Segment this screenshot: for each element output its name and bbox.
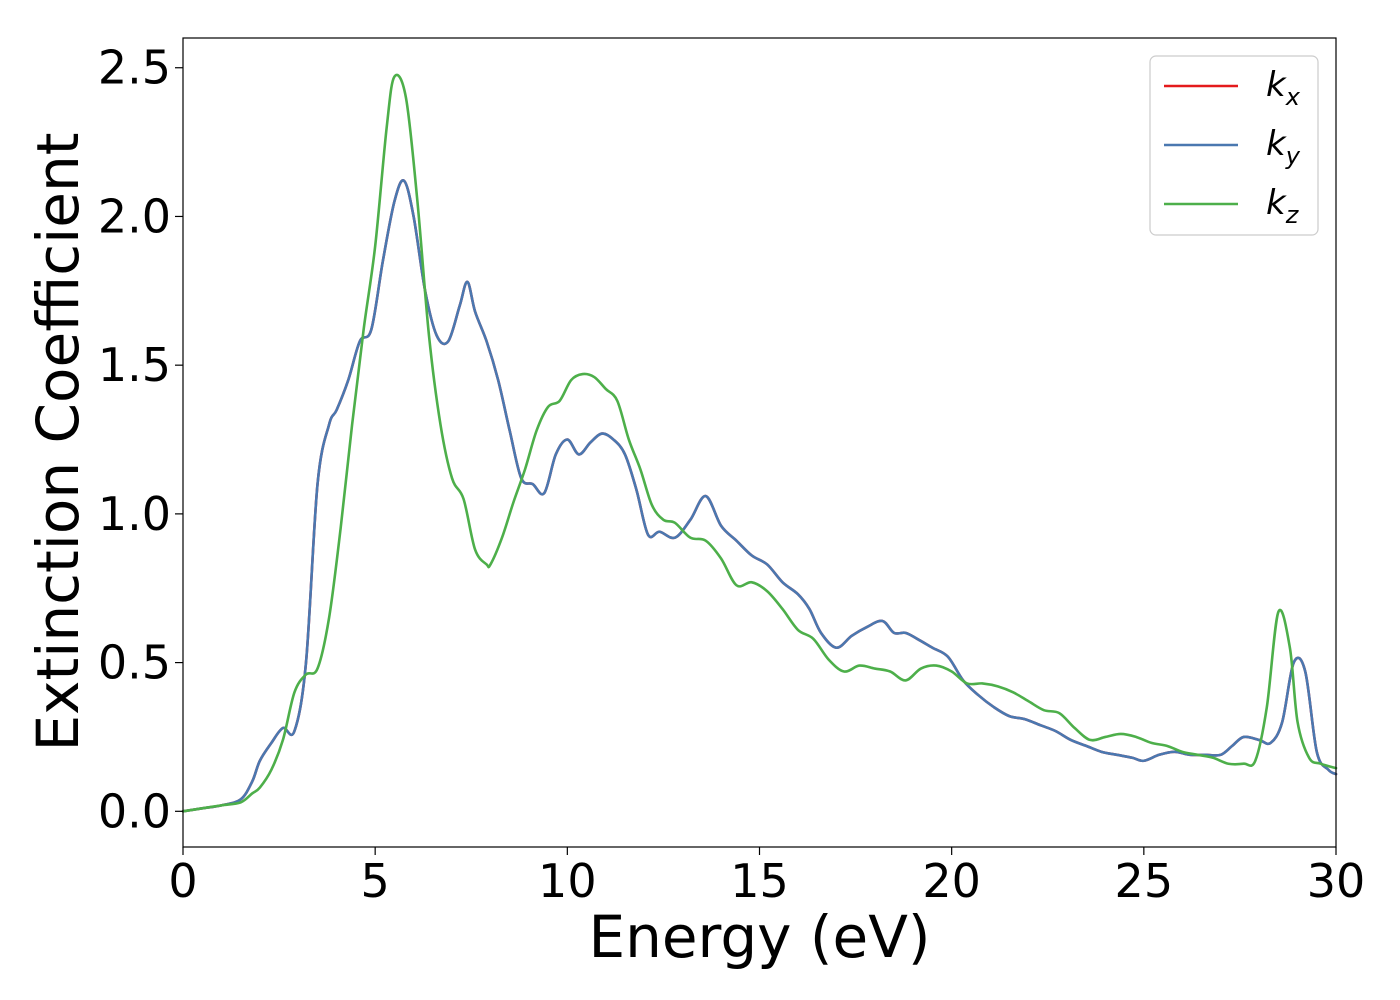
- y-tick-label: 2.5: [98, 41, 171, 95]
- x-tick-label: 0: [168, 854, 197, 908]
- x-tick-label: 20: [922, 854, 981, 908]
- x-tick-label: 5: [361, 854, 390, 908]
- x-tick-label: 10: [538, 854, 597, 908]
- x-tick-label: 30: [1307, 854, 1366, 908]
- x-axis-ticks: 0 5 10 15 20 25 30: [168, 847, 1365, 908]
- y-tick-label: 1.5: [98, 338, 171, 392]
- y-tick-label: 0.5: [98, 636, 171, 690]
- legend-label-y: ky: [1266, 124, 1301, 170]
- series-layer: [181, 73, 1338, 813]
- x-tick-label: 25: [1115, 854, 1174, 908]
- y-tick-label: 2.0: [98, 189, 171, 243]
- legend-label-x: kx: [1266, 65, 1301, 111]
- y-tick-label: 0.0: [98, 784, 171, 838]
- x-axis-title: Energy (eV): [588, 903, 930, 971]
- y-axis-title: Extinction Coefficient: [24, 133, 92, 752]
- legend: kx ky kz: [1149, 55, 1319, 236]
- legend-label-z: kz: [1266, 183, 1300, 229]
- series-line-z: [181, 73, 1338, 813]
- x-tick-label: 15: [730, 854, 789, 908]
- y-axis-ticks: 0.0 0.5 1.0 1.5 2.0 2.5: [98, 41, 183, 838]
- y-tick-label: 1.0: [98, 487, 171, 541]
